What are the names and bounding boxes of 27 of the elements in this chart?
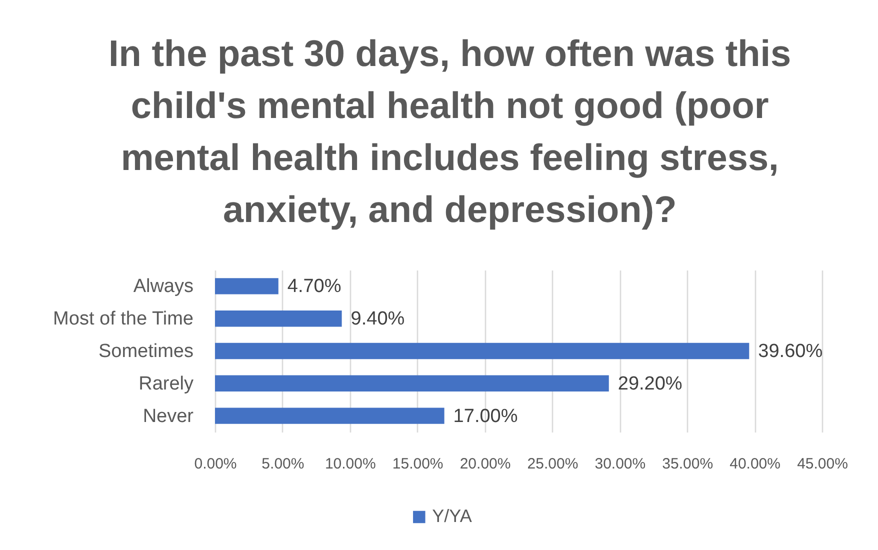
- bar: [215, 408, 444, 424]
- x-tick-label: 15.00%: [392, 456, 444, 472]
- legend-label: Y/YA: [432, 506, 472, 526]
- data-label: 4.70%: [287, 276, 342, 298]
- y-tick-label: Sometimes: [98, 341, 194, 362]
- bar: [215, 342, 750, 360]
- y-tick-label: Never: [142, 406, 194, 427]
- bar: [215, 310, 342, 327]
- y-tick-label: Rarely: [138, 373, 194, 394]
- y-tick-label: Always: [133, 276, 194, 298]
- bar: [215, 278, 278, 294]
- bar: [215, 375, 609, 392]
- x-tick-label: 5.00%: [262, 456, 304, 472]
- x-tick-label: 0.00%: [194, 456, 237, 472]
- x-tick-label: 20.00%: [460, 456, 511, 472]
- x-tick-label: 45.00%: [797, 456, 848, 472]
- x-tick-label: 10.00%: [324, 456, 376, 472]
- data-label: 29.20%: [618, 373, 682, 394]
- data-label: 39.60%: [758, 341, 823, 362]
- chart-title: In the past 30 days, how often was this child's mental health not good (poor mental health includes feeling stress, anxiety, and depression)?: [108, 33, 792, 230]
- x-tick-label: 35.00%: [662, 456, 714, 472]
- data-label: 9.40%: [350, 308, 405, 330]
- x-tick-label: 25.00%: [527, 456, 578, 472]
- x-tick-label: 40.00%: [730, 456, 780, 472]
- data-label: 17.00%: [453, 406, 518, 427]
- x-tick-label: 30.00%: [594, 456, 646, 472]
- y-tick-label: Most of the Time: [53, 308, 194, 330]
